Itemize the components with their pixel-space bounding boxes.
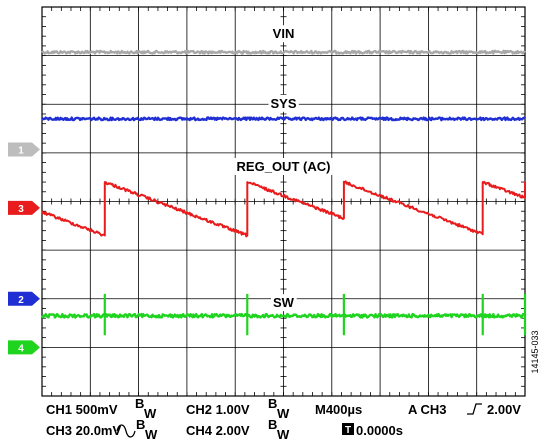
ch1-bw-symbol: B <box>135 396 144 411</box>
scope-readout: CH1 500mV B W CH2 1.00V B W M400µs A CH3… <box>46 396 521 442</box>
channel-2-marker <box>8 291 40 306</box>
channel-4-marker-label: 4 <box>18 343 24 354</box>
channel-3-marker-label: 3 <box>18 204 24 215</box>
scope-grid <box>41 6 526 397</box>
channel-markers: 1 3 2 4 <box>8 142 40 355</box>
trigger-position-icon <box>342 423 354 435</box>
trace-label-background <box>271 294 297 312</box>
channel-1-marker <box>8 142 40 157</box>
trigger-source: A CH3 <box>408 402 447 417</box>
trigger-level: 2.00V <box>487 402 521 417</box>
ch1-bw-sub: W <box>144 406 157 421</box>
scope-traces <box>40 49 527 336</box>
rising-edge-icon <box>467 403 482 415</box>
timebase-setting: M400µs <box>315 402 362 417</box>
ch1-setting: CH1 500mV <box>46 402 118 417</box>
ch4-bw-symbol: B <box>268 417 277 432</box>
ch2-bw-symbol: B <box>268 396 277 411</box>
ch2-bw-sub: W <box>277 406 290 421</box>
trigger-position: 0.0000s <box>356 423 403 438</box>
trace-label-vin: VIN <box>273 26 295 41</box>
trace-sw <box>40 312 526 319</box>
trace-label-sys: SYS <box>270 96 296 111</box>
trace-label-background <box>268 94 299 112</box>
trace-label-background <box>270 25 297 43</box>
ac-coupling-icon <box>116 424 136 438</box>
channel-1-marker-label: 1 <box>18 145 24 156</box>
ch4-bw-sub: W <box>277 427 290 442</box>
ch3-setting: CH3 20.0mV <box>46 423 121 438</box>
ch4-setting: CH4 2.00V <box>186 423 250 438</box>
trace-reg-out <box>41 180 526 238</box>
trace-vin <box>41 49 526 55</box>
ch3-bw-symbol: B <box>136 417 145 432</box>
trace-label-background <box>234 157 333 175</box>
ch2-setting: CH2 1.00V <box>186 402 250 417</box>
ch3-bw-sub: W <box>145 427 158 442</box>
channel-4-marker <box>8 340 40 355</box>
trace-label-sw: SW <box>273 295 295 310</box>
trigger-position-icon-label: T <box>345 425 351 436</box>
trace-labels: VIN SYS REG_OUT (AC) SW <box>234 25 333 312</box>
channel-2-marker-label: 2 <box>18 295 24 306</box>
trace-label-reg-out-ac: REG_OUT (AC) <box>237 159 331 174</box>
figure-id: 14145-033 <box>530 330 540 373</box>
trace-sys <box>41 116 526 122</box>
channel-3-marker <box>8 200 40 215</box>
